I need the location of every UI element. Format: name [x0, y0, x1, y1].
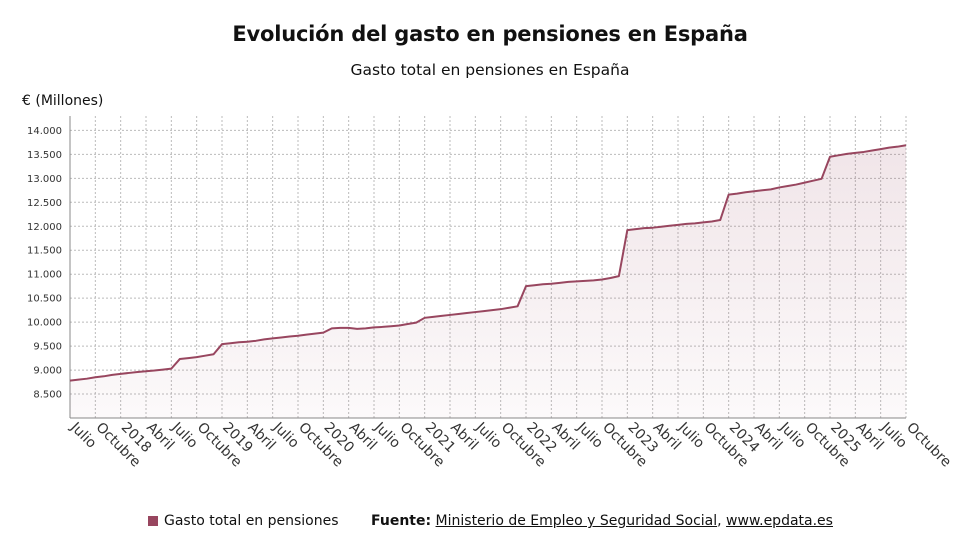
- x-tick-label: Octubre: [903, 420, 954, 471]
- y-tick-label: 11.500: [27, 246, 62, 257]
- series-line: [69, 144, 907, 382]
- x-tick-label: Julio: [168, 419, 201, 452]
- y-tick-label: 12.000: [27, 222, 62, 233]
- x-tick-label: Julio: [66, 419, 99, 452]
- x-tick-label: Julio: [269, 419, 302, 452]
- y-tick-label: 9.000: [33, 366, 62, 377]
- chart-subtitle: Gasto total en pensiones en España: [350, 61, 630, 79]
- source-note: Fuente: Ministerio de Empleo y Seguridad…: [371, 513, 833, 529]
- y-tick-label: 10.000: [27, 318, 62, 329]
- chart-title: Evolución del gasto en pensiones en Espa…: [232, 22, 748, 46]
- source-separator: ,: [717, 513, 722, 529]
- y-tick-label: 13.500: [27, 150, 62, 161]
- x-tick-label: Julio: [877, 419, 910, 452]
- y-tick-label: 12.500: [27, 198, 62, 209]
- source-label: Fuente:: [371, 513, 432, 529]
- x-tick-label: Julio: [472, 419, 505, 452]
- y-tick-label: 13.000: [27, 174, 62, 185]
- x-tick-label: Julio: [370, 419, 403, 452]
- y-tick-label: 8.500: [33, 390, 62, 401]
- legend-label: Gasto total en pensiones: [164, 513, 339, 529]
- y-tick-labels: 8.500 9.000 9.500 10.000 10.500 11.000 11.500 1…: [27, 126, 62, 401]
- y-tick-label: 10.500: [27, 294, 62, 305]
- source-org-link[interactable]: Ministerio de Empleo y Seguridad Social: [435, 513, 718, 529]
- y-tick-label: 11.000: [27, 270, 62, 281]
- series-area: [70, 145, 906, 419]
- y-tick-label: 14.000: [27, 126, 62, 137]
- y-tick-label: 9.500: [33, 342, 62, 353]
- series-area-fill: [70, 145, 906, 419]
- line-chart: 8.500 9.000 9.500 10.000 10.500 11.000 11.500 1…: [27, 116, 954, 471]
- source-site-link[interactable]: www.epdata.es: [726, 513, 833, 529]
- series-line-group: [69, 144, 907, 382]
- y-axis-label: € (Millones): [22, 93, 104, 109]
- legend: Gasto total en pensiones: [148, 513, 339, 529]
- legend-swatch-icon: [148, 516, 158, 526]
- x-tick-label: Julio: [674, 419, 707, 452]
- x-tick-label: Julio: [573, 419, 606, 452]
- x-tick-labels: JulioOctubre2018AbrilJulioOctubre2019Abr…: [66, 419, 954, 471]
- x-tick-label: Julio: [776, 419, 809, 452]
